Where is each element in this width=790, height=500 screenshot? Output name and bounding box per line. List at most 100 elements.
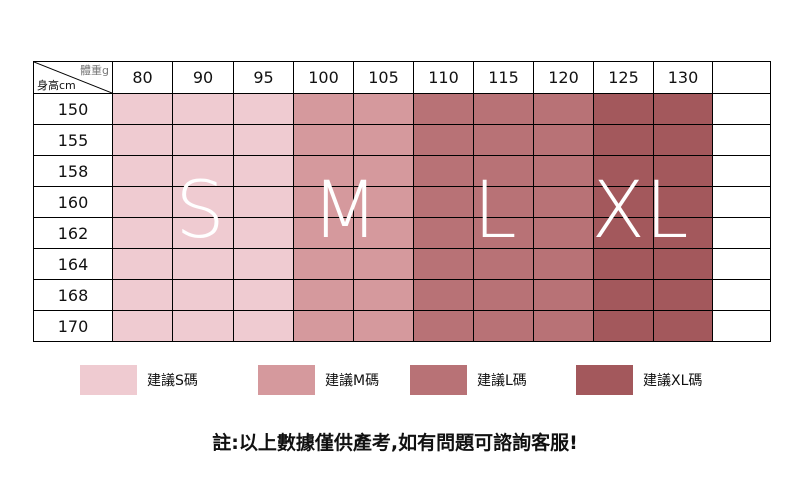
legend-item: 建議M碼 — [258, 365, 379, 395]
size-cell — [172, 93, 234, 125]
size-cell — [712, 93, 771, 125]
size-cell — [353, 217, 414, 249]
size-cell — [533, 93, 594, 125]
legend-label: 建議S碼 — [147, 373, 198, 389]
size-cell — [172, 279, 234, 311]
legend-item: 建議XL碼 — [576, 365, 702, 395]
size-cell — [353, 248, 414, 280]
weight-header: 90 — [172, 61, 234, 94]
size-cell — [112, 155, 173, 187]
size-cell — [653, 279, 713, 311]
weight-header: 105 — [353, 61, 414, 94]
size-cell — [233, 155, 294, 187]
size-cell — [473, 248, 534, 280]
size-cell — [413, 248, 474, 280]
weight-header: 115 — [473, 61, 534, 94]
height-cell: 164 — [33, 248, 113, 280]
size-cell — [233, 310, 294, 342]
size-cell — [172, 217, 234, 249]
size-cell — [533, 155, 594, 187]
size-cell — [473, 310, 534, 342]
size-cell — [533, 279, 594, 311]
size-chart-table: 體重g 身高cm 80 90 95 100 105 110 115 120 125 130 150 155… — [33, 61, 771, 342]
size-cell — [533, 186, 594, 218]
size-cell — [353, 124, 414, 156]
height-label: 身高cm — [37, 79, 76, 92]
size-cell — [233, 186, 294, 218]
size-cell — [473, 279, 534, 311]
weight-header: 125 — [593, 61, 654, 94]
size-cell — [712, 124, 771, 156]
size-cell — [293, 279, 354, 311]
size-cell — [653, 186, 713, 218]
size-cell — [413, 310, 474, 342]
legend-swatch — [410, 365, 467, 395]
size-cell — [413, 93, 474, 125]
height-cell: 168 — [33, 279, 113, 311]
size-cell — [473, 155, 534, 187]
size-cell — [233, 279, 294, 311]
size-cell — [653, 124, 713, 156]
size-letter-xl: XL — [591, 166, 689, 256]
diagonal-line — [34, 62, 112, 93]
size-cell — [172, 310, 234, 342]
size-cell — [533, 217, 594, 249]
legend-item: 建議S碼 — [80, 365, 198, 395]
height-cell: 158 — [33, 155, 113, 187]
legend-swatch — [576, 365, 633, 395]
size-cell — [712, 279, 771, 311]
size-cell — [293, 124, 354, 156]
table-row: 160 — [33, 186, 771, 218]
weight-header: 80 — [112, 61, 173, 94]
size-cell — [653, 217, 713, 249]
size-cell — [353, 310, 414, 342]
size-cell — [653, 310, 713, 342]
size-cell — [593, 124, 654, 156]
size-cell — [353, 186, 414, 218]
size-cell — [233, 248, 294, 280]
weight-header: 95 — [233, 61, 294, 94]
size-cell — [413, 217, 474, 249]
size-cell — [653, 155, 713, 187]
height-cell: 150 — [33, 93, 113, 125]
size-cell — [353, 155, 414, 187]
size-cell — [233, 93, 294, 125]
size-cell — [413, 279, 474, 311]
size-cell — [172, 186, 234, 218]
weight-header — [712, 61, 771, 94]
size-cell — [593, 93, 654, 125]
size-cell — [353, 93, 414, 125]
size-cell — [593, 279, 654, 311]
size-cell — [112, 93, 173, 125]
size-cell — [112, 124, 173, 156]
size-letter-l: L — [473, 166, 517, 256]
size-cell — [593, 217, 654, 249]
size-cell — [293, 186, 354, 218]
footnote: 註:以上數據僅供產考,如有問題可諮詢客服! — [212, 432, 578, 454]
legend-item: 建議L碼 — [410, 365, 527, 395]
size-cell — [112, 217, 173, 249]
weight-label: 體重g — [80, 64, 109, 77]
size-cell — [593, 310, 654, 342]
size-cell — [712, 186, 771, 218]
size-cell — [533, 248, 594, 280]
table-row: 164 — [33, 248, 771, 280]
size-letter-m: M — [311, 166, 379, 256]
table-row: 158 — [33, 155, 771, 187]
size-cell — [233, 124, 294, 156]
height-cell: 160 — [33, 186, 113, 218]
size-cell — [172, 155, 234, 187]
size-cell — [293, 310, 354, 342]
legend-label: 建議M碼 — [325, 373, 380, 389]
legend-label: 建議XL碼 — [643, 373, 703, 389]
size-cell — [593, 186, 654, 218]
size-cell — [712, 248, 771, 280]
height-cell: 170 — [33, 310, 113, 342]
size-cell — [413, 186, 474, 218]
size-cell — [473, 217, 534, 249]
size-cell — [473, 186, 534, 218]
size-cell — [413, 124, 474, 156]
size-cell — [112, 248, 173, 280]
size-cell — [653, 93, 713, 125]
size-cell — [473, 124, 534, 156]
